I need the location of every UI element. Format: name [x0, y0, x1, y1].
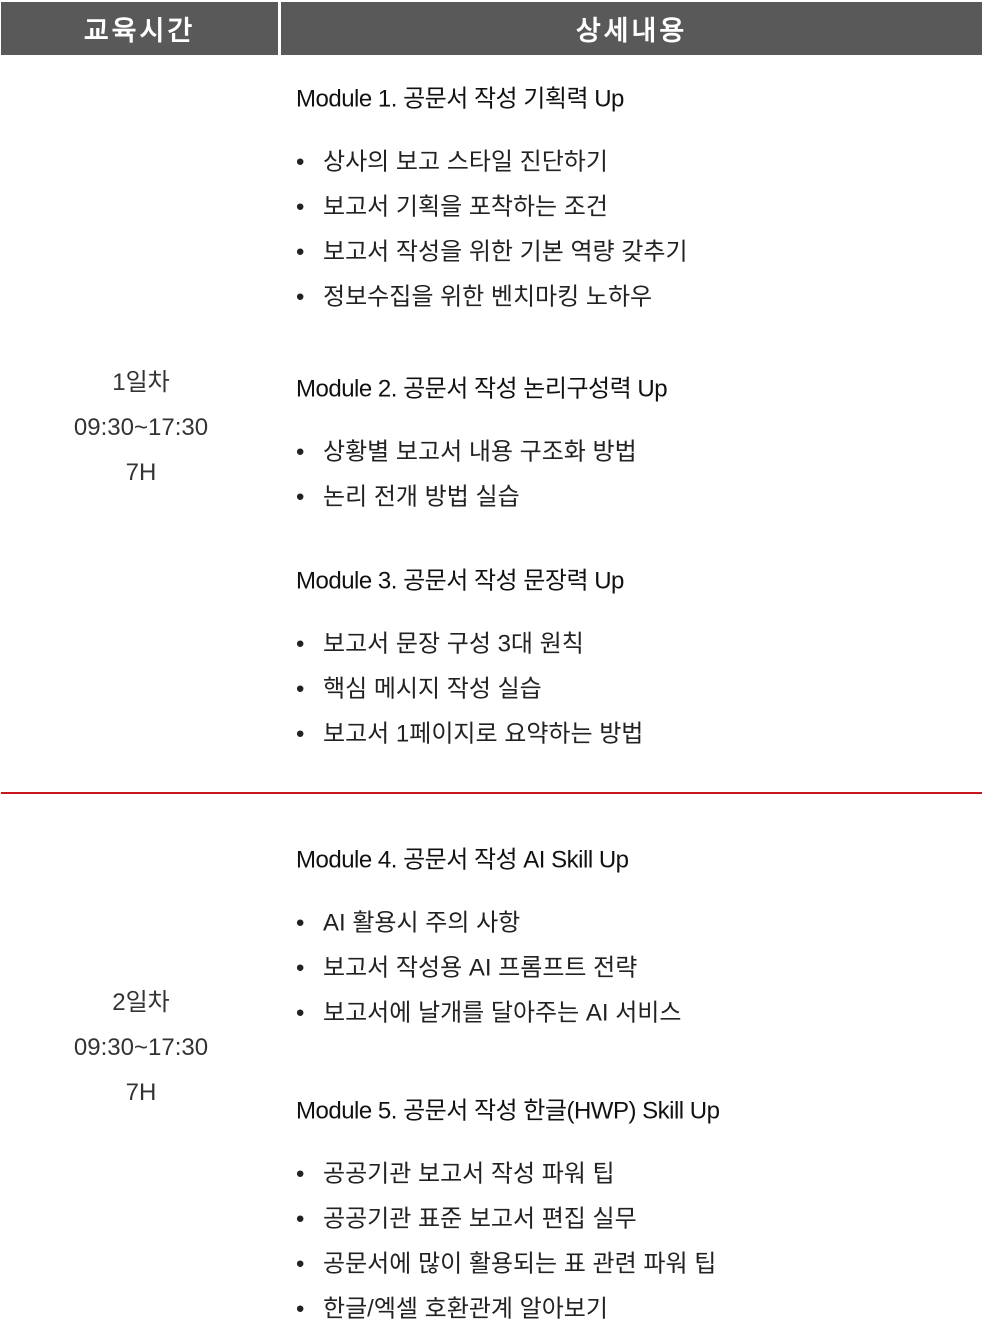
bullet-icon: •	[296, 438, 305, 466]
day-info: 2일차 09:30~17:30 7H	[0, 980, 282, 1115]
day-time: 09:30~17:30	[73, 1034, 209, 1061]
module-title: Module 1. 공문서 작성 기획력 Up	[296, 85, 624, 113]
list-item-text: 보고서 작성을 위한 기본 역량 갖추기	[323, 238, 688, 266]
day-info: 1일차 09:30~17:30 7H	[0, 360, 282, 495]
bullet-icon: •	[296, 675, 305, 703]
bullet-icon: •	[296, 483, 305, 511]
day-hours: 7H	[125, 1079, 157, 1106]
list-item-text: 보고서 작성용 AI 프롬프트 전략	[323, 954, 638, 982]
module-title: Module 5. 공문서 작성 한글(HWP) Skill Up	[296, 1097, 720, 1125]
module-title: Module 4. 공문서 작성 AI Skill Up	[296, 846, 629, 874]
bullet-icon: •	[296, 1250, 305, 1278]
list-item: • 상황별 보고서 내용 구조화 방법	[296, 432, 637, 467]
list-item: • 보고서 작성을 위한 기본 역량 갖추기	[296, 232, 688, 267]
list-item-text: 보고서 1페이지로 요약하는 방법	[323, 720, 644, 748]
list-item-text: 보고서 문장 구성 3대 원칙	[323, 630, 584, 658]
list-item-text: 정보수집을 위한 벤치마킹 노하우	[323, 283, 653, 311]
list-item-text: 상황별 보고서 내용 구조화 방법	[323, 438, 637, 466]
list-item-text: 보고서 기획을 포착하는 조건	[323, 193, 608, 221]
bullet-icon: •	[296, 909, 305, 937]
list-item: • 공문서에 많이 활용되는 표 관련 파워 팁	[296, 1244, 716, 1279]
bullet-icon: •	[296, 238, 305, 266]
list-item: • 보고서 기획을 포착하는 조건	[296, 187, 608, 222]
bullet-icon: •	[296, 1295, 305, 1323]
list-item-text: 보고서에 날개를 달아주는 AI 서비스	[323, 999, 682, 1027]
list-item-text: 핵심 메시지 작성 실습	[323, 675, 542, 703]
bullet-icon: •	[296, 720, 305, 748]
list-item: • 보고서 작성용 AI 프롬프트 전략	[296, 948, 637, 983]
header-time-column: 교육시간	[1, 2, 278, 55]
bullet-icon: •	[296, 1160, 305, 1188]
list-item: • 공공기관 표준 보고서 편집 실무	[296, 1199, 637, 1234]
list-item: • 한글/엑셀 호환관계 알아보기	[296, 1289, 608, 1324]
list-item: • 공공기관 보고서 작성 파워 팁	[296, 1154, 615, 1189]
list-item: • 보고서 1페이지로 요약하는 방법	[296, 714, 643, 749]
list-item-text: 공공기관 보고서 작성 파워 팁	[323, 1160, 615, 1188]
list-item-text: 공문서에 많이 활용되는 표 관련 파워 팁	[323, 1250, 717, 1278]
list-item-text: 논리 전개 방법 실습	[323, 483, 520, 511]
list-item-text: 공공기관 표준 보고서 편집 실무	[323, 1205, 637, 1233]
bullet-icon: •	[296, 148, 305, 176]
bullet-icon: •	[296, 283, 305, 311]
bullet-icon: •	[296, 1205, 305, 1233]
list-item-text: AI 활용시 주의 사항	[323, 909, 521, 937]
list-item: • 정보수집을 위한 벤치마킹 노하우	[296, 277, 652, 312]
bullet-icon: •	[296, 954, 305, 982]
module-title: Module 3. 공문서 작성 문장력 Up	[296, 567, 624, 595]
day-day: 1일차	[112, 369, 170, 396]
list-item: • 보고서에 날개를 달아주는 AI 서비스	[296, 993, 681, 1028]
day-time: 09:30~17:30	[73, 414, 209, 441]
list-item-text: 상사의 보고 스타일 진단하기	[323, 148, 608, 176]
list-item: • 논리 전개 방법 실습	[296, 477, 520, 512]
list-item-text: 한글/엑셀 호환관계 알아보기	[323, 1295, 608, 1323]
list-item: • 핵심 메시지 작성 실습	[296, 669, 542, 704]
header-detail-column: 상세내용	[281, 2, 982, 55]
day-divider	[1, 792, 982, 794]
day-hours: 7H	[125, 459, 157, 486]
bullet-icon: •	[296, 630, 305, 658]
module-title: Module 2. 공문서 작성 논리구성력 Up	[296, 375, 668, 403]
bullet-icon: •	[296, 193, 305, 221]
bullet-icon: •	[296, 999, 305, 1027]
list-item: • 보고서 문장 구성 3대 원칙	[296, 624, 584, 659]
list-item: • 상사의 보고 스타일 진단하기	[296, 142, 608, 177]
list-item: • AI 활용시 주의 사항	[296, 903, 520, 938]
day-day: 2일차	[112, 989, 170, 1016]
